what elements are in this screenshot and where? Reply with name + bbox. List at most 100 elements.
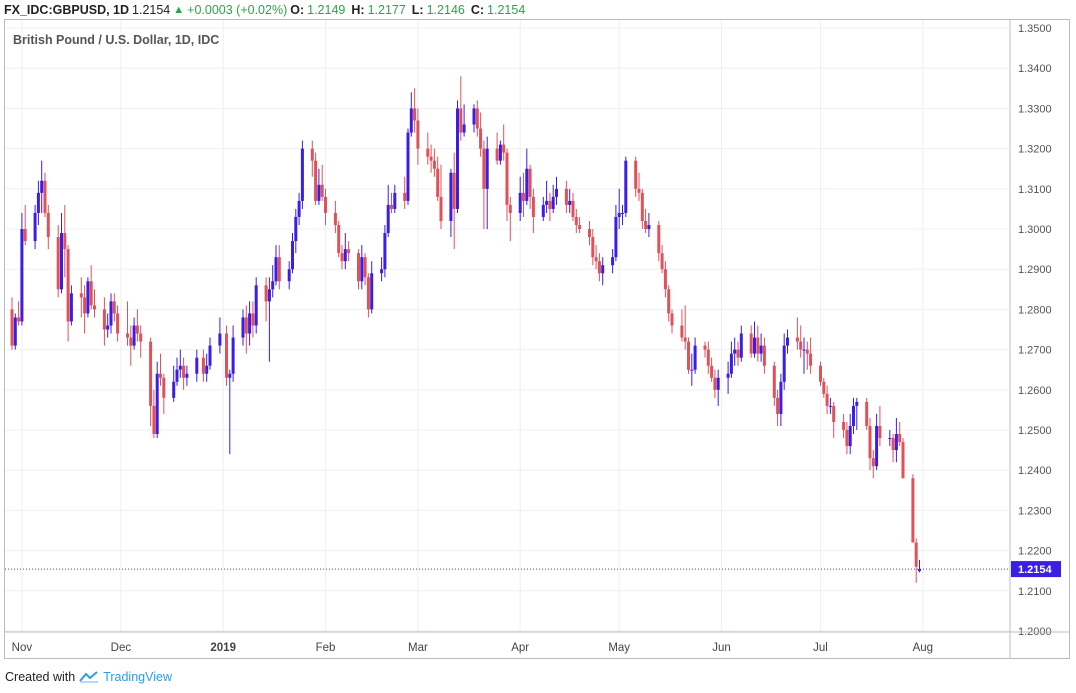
candle-body[interactable] (244, 317, 248, 334)
candle-body[interactable] (680, 325, 684, 338)
candle-body[interactable] (805, 349, 809, 354)
candle-body[interactable] (640, 192, 644, 221)
candle-body[interactable] (634, 160, 638, 189)
candle-body[interactable] (116, 313, 120, 334)
candle-body[interactable] (508, 204, 512, 213)
candle-body[interactable] (845, 430, 849, 447)
candle-body[interactable] (231, 337, 235, 374)
candle-body[interactable] (918, 569, 921, 572)
candle-body[interactable] (426, 148, 430, 157)
candle-body[interactable] (17, 317, 21, 322)
candle-body[interactable] (89, 281, 93, 306)
candle-body[interactable] (195, 357, 199, 374)
candle-body[interactable] (43, 180, 47, 213)
candle-body[interactable] (621, 212, 624, 214)
candle-body[interactable] (459, 108, 463, 133)
candle-body[interactable] (182, 365, 186, 378)
candle-body[interactable] (832, 405, 836, 422)
candle-body[interactable] (139, 333, 143, 342)
candle-body[interactable] (360, 257, 364, 282)
candle-body[interactable] (644, 220, 648, 230)
candle-body[interactable] (462, 124, 466, 133)
candle-body[interactable] (126, 333, 129, 338)
candle-body[interactable] (733, 349, 737, 354)
candle-body[interactable] (267, 289, 271, 302)
candle-body[interactable] (601, 265, 605, 274)
candle-body[interactable] (178, 365, 182, 370)
candle-body[interactable] (294, 216, 298, 242)
candle-body[interactable] (201, 357, 205, 374)
candle-body[interactable] (541, 204, 545, 217)
candle-body[interactable] (208, 345, 212, 366)
candle-body[interactable] (333, 212, 337, 226)
candle-body[interactable] (129, 337, 133, 346)
candle-body[interactable] (343, 249, 347, 262)
candle-body[interactable] (809, 353, 813, 366)
candle-body[interactable] (597, 261, 601, 274)
candle-body[interactable] (848, 425, 852, 447)
candle-body[interactable] (779, 381, 783, 414)
candle-body[interactable] (498, 144, 502, 161)
candle-body[interactable] (736, 349, 740, 358)
candle-body[interactable] (386, 204, 390, 234)
candle-body[interactable] (663, 269, 667, 290)
candle-body[interactable] (102, 309, 106, 330)
candle-body[interactable] (647, 225, 651, 230)
candle-body[interactable] (40, 180, 44, 193)
candle-body[interactable] (505, 152, 509, 205)
candle-body[interactable] (413, 108, 417, 121)
candle-body[interactable] (155, 373, 159, 435)
candle-body[interactable] (911, 478, 915, 543)
candle-body[interactable] (548, 200, 552, 209)
candle-body[interactable] (611, 257, 615, 266)
candle-body[interactable] (531, 196, 535, 217)
candle-body[interactable] (762, 345, 766, 366)
candle-body[interactable] (901, 442, 905, 479)
candle-body[interactable] (545, 200, 549, 205)
candle-body[interactable] (86, 281, 90, 314)
candle-body[interactable] (436, 168, 440, 197)
candle-body[interactable] (112, 301, 116, 314)
candle-body[interactable] (875, 425, 879, 467)
candle-body[interactable] (297, 200, 301, 217)
candle-body[interactable] (33, 212, 37, 242)
candle-body[interactable] (749, 333, 753, 354)
candle-body[interactable] (456, 108, 459, 209)
candle-body[interactable] (522, 192, 525, 201)
candle-body[interactable] (822, 381, 826, 394)
candle-body[interactable] (324, 196, 327, 213)
candle-body[interactable] (317, 184, 321, 201)
candle-body[interactable] (594, 257, 598, 262)
candle-body[interactable] (482, 148, 486, 189)
candle-body[interactable] (729, 353, 733, 374)
candle-body[interactable] (888, 438, 892, 440)
candle-body[interactable] (637, 188, 641, 193)
candle-body[interactable] (337, 225, 341, 254)
candle-body[interactable] (403, 192, 407, 201)
candle-body[interactable] (300, 148, 304, 201)
candle-body[interactable] (390, 204, 393, 209)
candle-body[interactable] (20, 229, 24, 322)
candle-body[interactable] (172, 381, 176, 398)
candle-body[interactable] (670, 313, 674, 326)
candle-body[interactable] (568, 200, 572, 205)
candle-body[interactable] (706, 349, 710, 366)
candle-body[interactable] (36, 192, 40, 213)
candle-body[interactable] (525, 168, 529, 201)
candle-body[interactable] (432, 160, 436, 169)
candle-body[interactable] (571, 200, 575, 217)
candle-body[interactable] (383, 233, 387, 270)
candle-body[interactable] (63, 233, 67, 250)
candle-body[interactable] (894, 434, 898, 451)
candle-body[interactable] (828, 405, 832, 407)
candle-body[interactable] (772, 365, 776, 398)
candle-body[interactable] (726, 373, 730, 378)
candle-body[interactable] (175, 369, 179, 382)
candle-body[interactable] (314, 160, 318, 201)
candle-body[interactable] (739, 333, 743, 358)
candle-body[interactable] (528, 168, 532, 197)
candle-body[interactable] (865, 401, 869, 426)
candle-body[interactable] (825, 393, 829, 406)
candle-body[interactable] (380, 269, 384, 274)
